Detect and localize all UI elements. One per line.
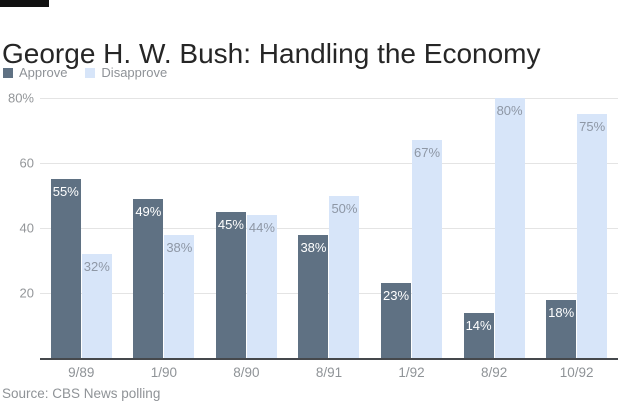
bar-disapprove-8/90: 44% xyxy=(246,215,277,358)
gridline-60 xyxy=(40,163,618,164)
plot-area: 80% 60 40 20 55% 32% 49% 38% 45% 44% 38% 50% 23% 67%… xyxy=(0,91,620,360)
bar-group-8/91: 38% 50% xyxy=(298,98,360,358)
bar-group-8/92: 14% 80% xyxy=(463,98,525,358)
bar-approve-8/92: 14% xyxy=(463,312,494,358)
bar-approve-9/89: 55% xyxy=(50,179,81,358)
bar-value-label: 67% xyxy=(414,145,441,161)
bar-approve-10/92: 18% xyxy=(546,299,577,358)
bar-value-label: 23% xyxy=(383,288,410,304)
bar-disapprove-9/89: 32% xyxy=(81,254,112,358)
x-axis-label-10/92: 10/92 xyxy=(559,365,594,380)
bar-group-1/92: 23% 67% xyxy=(381,98,443,358)
bar-group-10/92: 18% 75% xyxy=(546,98,608,358)
x-axis-labels: 9/89 1/90 8/90 8/91 1/92 8/92 10/92 xyxy=(40,365,618,380)
bar-value-label: 45% xyxy=(217,216,244,232)
legend-item-disapprove: Disapprove xyxy=(85,65,167,80)
bar-value-label: 75% xyxy=(579,119,606,135)
legend-swatch-approve xyxy=(3,67,13,78)
legend-item-approve: Approve xyxy=(3,65,67,80)
bars-row: 55% 32% 49% 38% 45% 44% 38% 50% 23% 67% 14% 80% 18% 7… xyxy=(40,98,618,358)
bar-value-label: 44% xyxy=(248,220,275,235)
bar-value-label: 55% xyxy=(52,184,79,200)
x-axis-line xyxy=(40,358,618,360)
bar-value-label: 38% xyxy=(300,239,327,255)
x-axis-label-8/91: 8/91 xyxy=(315,365,343,380)
bar-disapprove-1/90: 38% xyxy=(164,234,195,358)
gridline-20 xyxy=(40,293,618,294)
x-axis-label-1/92: 1/92 xyxy=(398,365,425,380)
bar-approve-1/90: 49% xyxy=(133,198,164,358)
bar-disapprove-1/92: 67% xyxy=(412,140,443,358)
legend-label: Disapprove xyxy=(101,65,168,80)
x-axis-label-8/90: 8/90 xyxy=(233,365,260,380)
legend-swatch-disapprove xyxy=(85,67,96,78)
brand-bar xyxy=(0,0,49,7)
source-attribution: Source: CBS News polling xyxy=(2,386,161,401)
y-tick-label-40: 40 xyxy=(19,220,34,236)
bar-disapprove-8/92: 80% xyxy=(494,98,525,358)
bar-value-label: 50% xyxy=(331,200,358,216)
legend-label: Approve xyxy=(19,65,68,80)
bar-approve-8/90: 45% xyxy=(215,211,246,358)
bar-group-1/90: 49% 38% xyxy=(133,98,195,358)
bar-approve-8/91: 38% xyxy=(298,234,329,358)
bar-group-9/89: 55% 32% xyxy=(50,98,112,358)
gridline-80 xyxy=(40,98,618,99)
bar-group-8/90: 45% 44% xyxy=(215,98,277,358)
bar-value-label: 14% xyxy=(465,317,492,333)
y-tick-label-80: 80% xyxy=(7,90,34,106)
gridline-40 xyxy=(40,228,618,229)
bar-value-label: 80% xyxy=(496,103,523,118)
bar-value-label: 18% xyxy=(548,304,575,320)
chart-title: George H. W. Bush: Handling the Economy xyxy=(2,37,541,69)
bar-value-label: 32% xyxy=(83,259,110,274)
bar-value-label: 38% xyxy=(166,239,193,255)
y-tick-label-20: 20 xyxy=(19,285,34,301)
x-axis-label-9/89: 9/89 xyxy=(68,365,95,380)
bar-value-label: 49% xyxy=(135,203,162,219)
legend: Approve Disapprove xyxy=(3,65,167,80)
y-tick-label-60: 60 xyxy=(19,155,34,171)
bar-disapprove-10/92: 75% xyxy=(577,114,608,358)
x-axis-label-1/90: 1/90 xyxy=(150,365,177,380)
bar-disapprove-8/91: 50% xyxy=(329,195,360,358)
x-axis-label-8/92: 8/92 xyxy=(480,365,508,380)
bar-approve-1/92: 23% xyxy=(381,283,412,358)
